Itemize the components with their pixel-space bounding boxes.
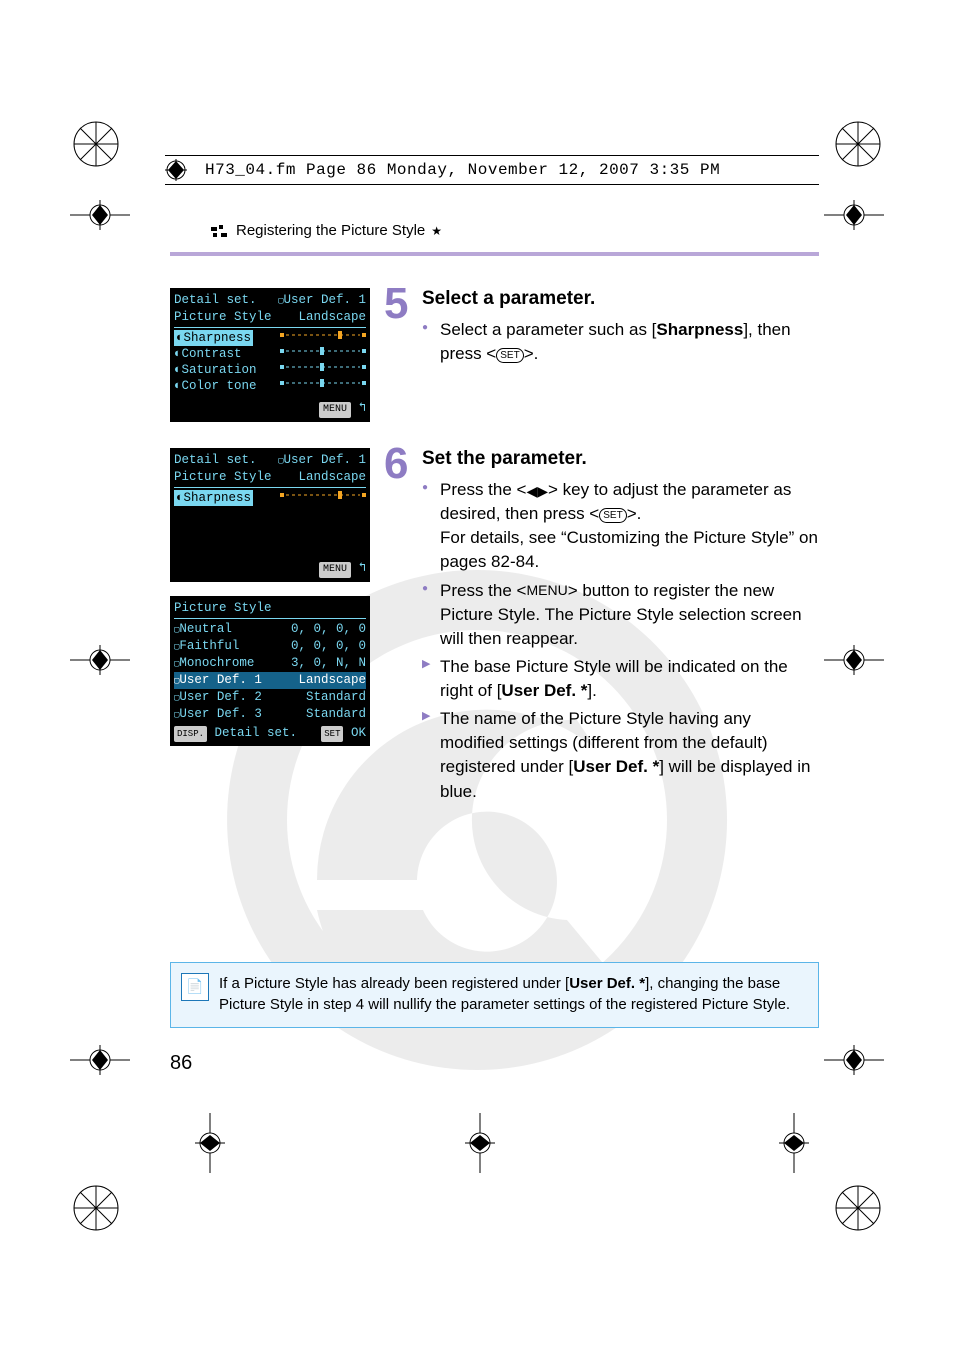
picture-style-icon — [210, 224, 230, 238]
lcd2-ps-label: Picture Style — [174, 469, 272, 485]
step5-bullet-1: Select a parameter such as [Sharpness], … — [422, 318, 819, 366]
registration-mark — [70, 645, 130, 675]
print-corner-mark — [72, 1184, 120, 1232]
section-heading: Registering the Picture Style ★ — [210, 222, 442, 239]
registration-mark — [824, 1045, 884, 1075]
lcd1-menu-button: MENU — [319, 402, 351, 418]
registration-mark — [465, 1113, 495, 1173]
lcd1-ps-label: Picture Style — [174, 309, 272, 325]
lcd3-style-row: ▢User Def. 3Standard — [174, 706, 366, 723]
lcd-screen-3: Picture Style ▢Neutral0, 0, 0, 0▢Faithfu… — [170, 596, 370, 746]
lcd2-title-left: Detail set. — [174, 452, 257, 469]
lcd3-style-row: ▢Monochrome3, 0, N, N — [174, 655, 366, 672]
step6-arrow-2: The name of the Picture Style having any… — [422, 707, 819, 804]
lcd2-title-right: User Def. 1 — [283, 453, 366, 467]
lcd3-style-row: ▢User Def. 2Standard — [174, 689, 366, 706]
print-corner-mark — [834, 120, 882, 168]
left-right-key-icon: ◀▶ — [526, 483, 548, 499]
page-icon — [165, 159, 199, 181]
set-icon: SET — [496, 348, 523, 363]
note-icon: 📄 — [181, 973, 209, 1001]
registration-mark — [824, 200, 884, 230]
step6-heading: Set the parameter. — [422, 448, 819, 470]
header-text: H73_04.fm Page 86 Monday, November 12, 2… — [205, 161, 720, 179]
lcd3-title: Picture Style — [174, 600, 272, 616]
set-icon: SET — [599, 508, 626, 523]
lcd2-ps-value: Landscape — [298, 469, 366, 485]
lcd1-ps-value: Landscape — [298, 309, 366, 325]
lcd1-param-row: ◐Sharpness — [174, 330, 366, 346]
lcd3-style-row: ▢Faithful0, 0, 0, 0 — [174, 638, 366, 655]
lcd3-style-row: ▢User Def. 1Landscape — [174, 672, 366, 689]
registration-mark — [195, 1113, 225, 1173]
print-corner-mark — [834, 1184, 882, 1232]
lcd1-title-left: Detail set. — [174, 292, 257, 309]
step6-bullet-1: Press the <◀▶> key to adjust the paramet… — [422, 478, 819, 575]
lcd3-set-button: SET — [321, 726, 343, 742]
registration-mark — [70, 1045, 130, 1075]
step6-bullet-2: Press the <MENU> button to register the … — [422, 579, 819, 651]
section-title-text: Registering the Picture Style — [236, 222, 425, 239]
step6-arrow-1: The base Picture Style will be indicated… — [422, 655, 819, 703]
print-corner-mark — [72, 120, 120, 168]
note-box: 📄 If a Picture Style has already been re… — [170, 962, 819, 1028]
framemaker-header: H73_04.fm Page 86 Monday, November 12, 2… — [165, 155, 819, 185]
section-divider — [170, 252, 819, 256]
lcd1-param-row: ◐Color tone — [174, 378, 366, 394]
lcd1-param-row: ◐Saturation — [174, 362, 366, 378]
lcd3-style-row: ▢Neutral0, 0, 0, 0 — [174, 621, 366, 638]
step5-heading: Select a parameter. — [422, 288, 819, 310]
lcd2-param-row: ◐Sharpness — [174, 490, 366, 506]
star-icon: ★ — [431, 224, 442, 238]
page-number: 86 — [170, 1052, 192, 1075]
lcd-screen-1: Detail set.▢User Def. 1 Picture StyleLan… — [170, 288, 370, 422]
menu-key-label: MENU — [526, 584, 567, 597]
lcd2-menu-button: MENU — [319, 562, 351, 578]
registration-mark — [824, 645, 884, 675]
lcd3-disp-button: DISP. — [174, 726, 207, 742]
step-number-6: 6 — [384, 442, 408, 486]
step-number-5: 5 — [384, 282, 408, 326]
lcd1-param-row: ◐Contrast — [174, 346, 366, 362]
registration-mark — [70, 200, 130, 230]
lcd-screen-2: Detail set.▢User Def. 1 Picture StyleLan… — [170, 448, 370, 582]
lcd1-title-right: User Def. 1 — [283, 293, 366, 307]
registration-mark — [779, 1113, 809, 1173]
